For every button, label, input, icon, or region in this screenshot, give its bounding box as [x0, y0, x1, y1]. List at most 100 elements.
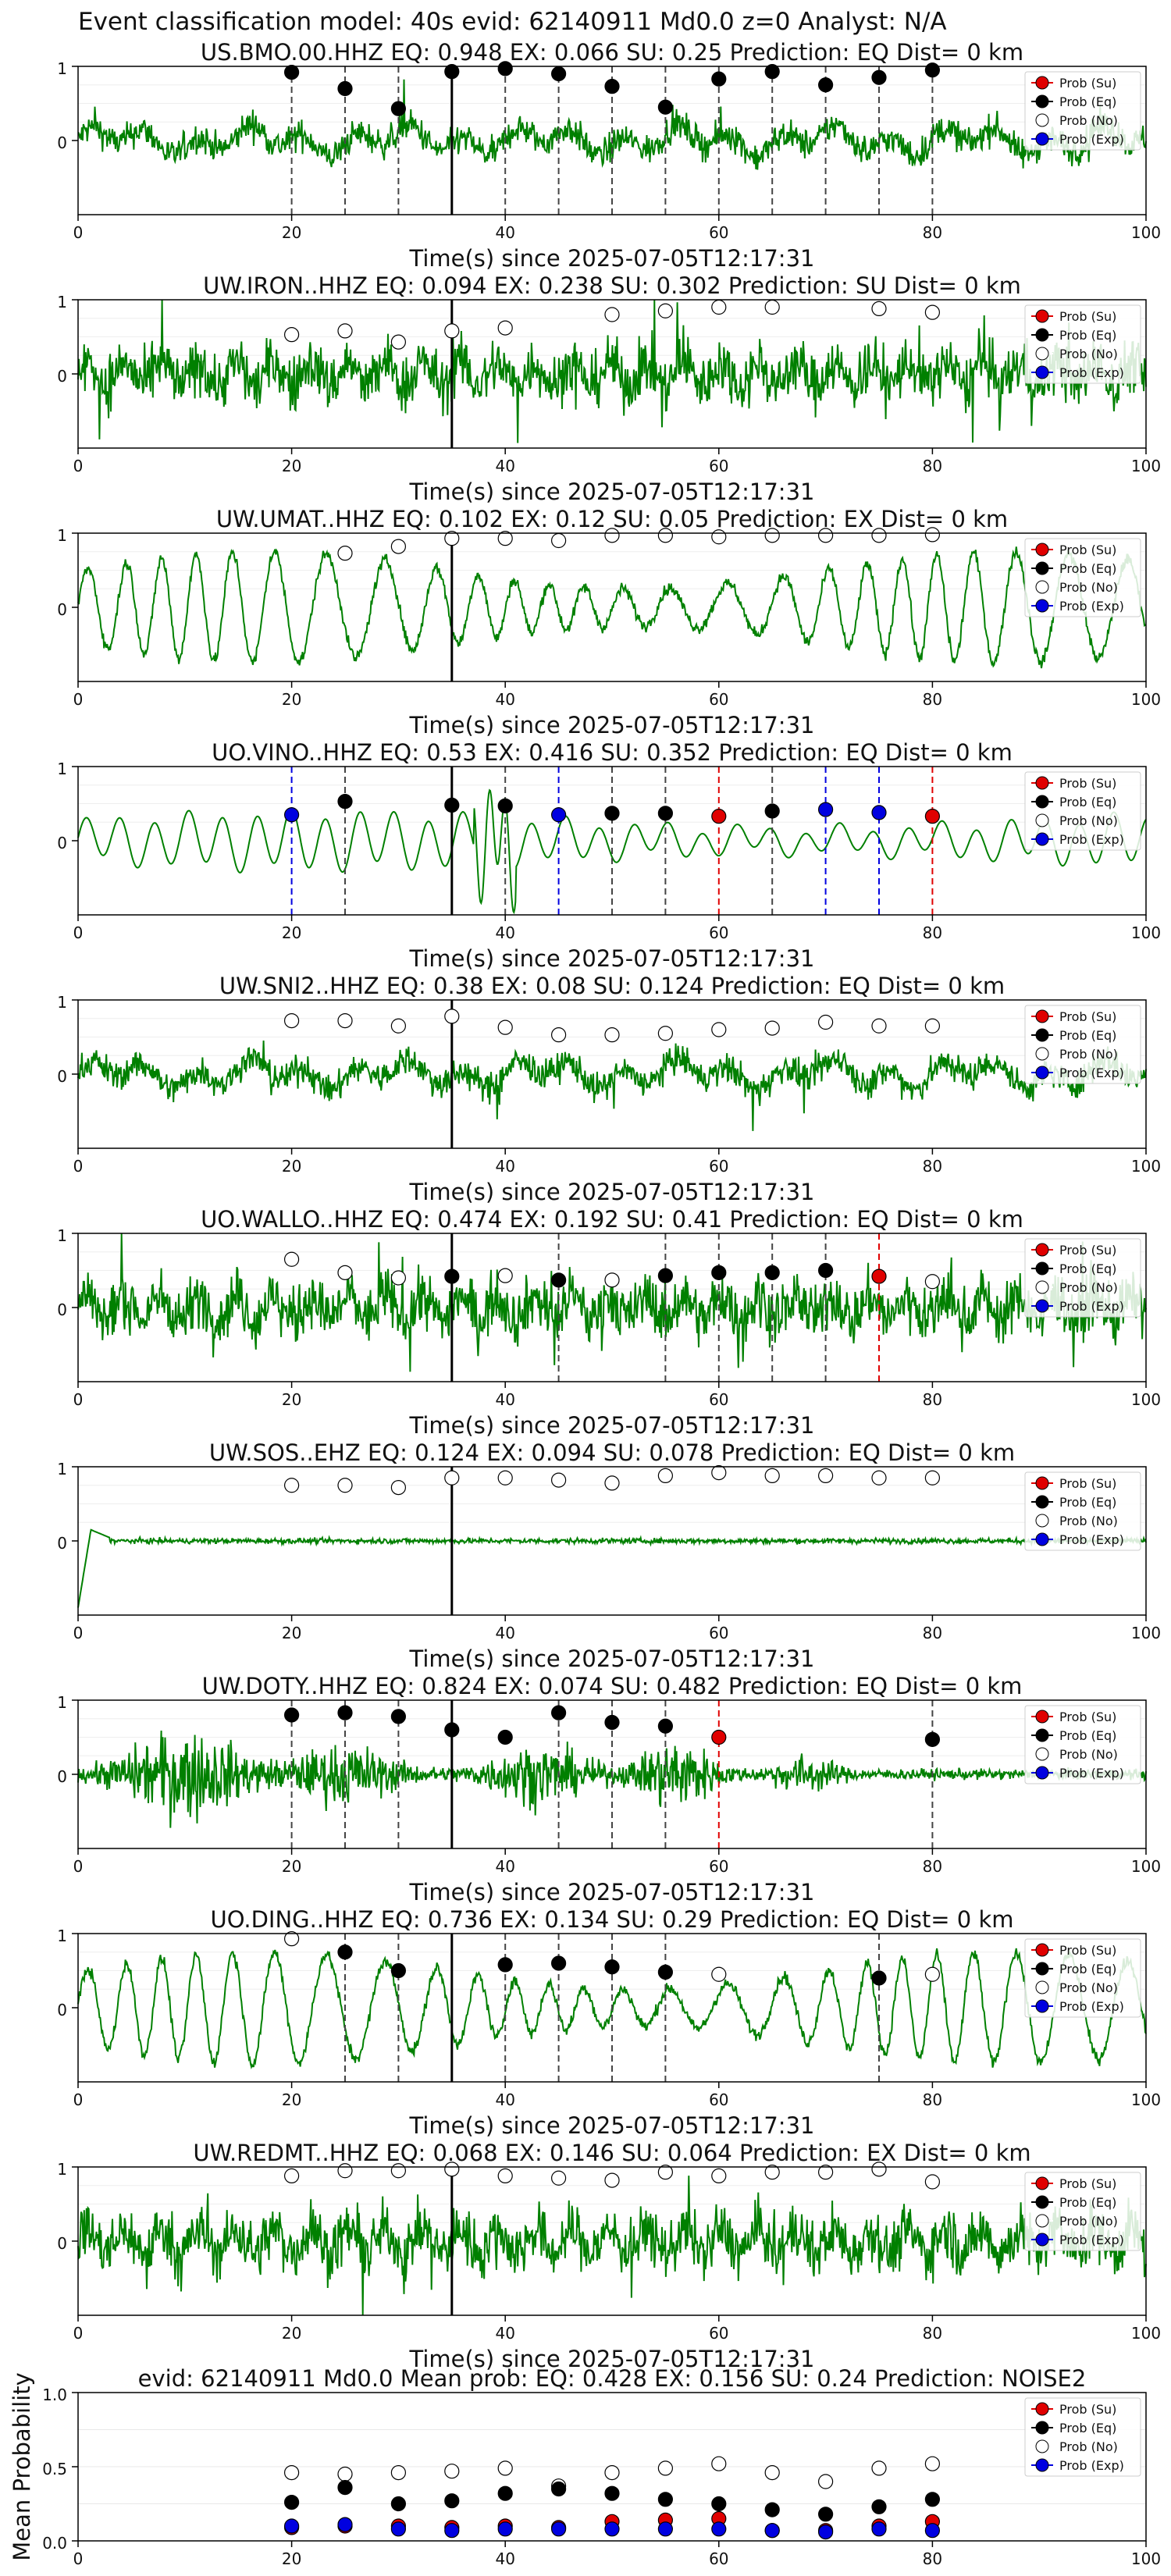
- mean-marker-no: [444, 2464, 460, 2479]
- legend-marker-su: [1035, 1243, 1049, 1257]
- legend-label-su: Prob (Su): [1059, 309, 1116, 324]
- mean-marker-eq: [390, 2496, 406, 2512]
- x-tick-label: 100: [1131, 923, 1161, 942]
- marker-no: [924, 304, 941, 320]
- marker-eq: [604, 806, 620, 821]
- legend-marker-exp: [1035, 1766, 1049, 1780]
- x-tick-label: 0: [73, 2090, 84, 2109]
- y-tick-label: 0: [57, 1300, 67, 1319]
- legend-label-su: Prob (Su): [1059, 1710, 1116, 1724]
- x-tick-label: 40: [495, 2090, 514, 2109]
- x-tick-label: 80: [923, 923, 942, 942]
- legend-marker-eq: [1035, 1028, 1049, 1042]
- legend-box: [1024, 538, 1141, 617]
- mean-marker-exp: [550, 2521, 567, 2537]
- x-tick-label: 0: [73, 1390, 84, 1409]
- x-tick-label: 0: [73, 223, 84, 242]
- marker-eq: [550, 66, 567, 82]
- legend-label-exp: Prob (Exp): [1059, 2458, 1124, 2473]
- legend-label-su: Prob (Su): [1059, 2176, 1116, 2191]
- marker-no: [657, 528, 674, 543]
- legend-label-no: Prob (No): [1059, 347, 1118, 361]
- x-tick-label: 20: [282, 457, 301, 475]
- legend-label-su: Prob (Su): [1059, 776, 1116, 791]
- marker-eq: [871, 1970, 887, 1986]
- legend-marker-exp: [1035, 2458, 1049, 2472]
- legend-marker-no: [1035, 1514, 1049, 1528]
- marker-no: [871, 528, 887, 543]
- legend-label-no: Prob (No): [1059, 1747, 1118, 1762]
- legend-label-eq: Prob (Eq): [1059, 1028, 1116, 1043]
- x-tick-label: 100: [1131, 223, 1161, 242]
- x-axis-label: Time(s) since 2025-07-05T12:17:31: [409, 2346, 815, 2372]
- x-tick-label: 60: [709, 1157, 728, 1176]
- legend-label-eq: Prob (Eq): [1059, 1261, 1116, 1276]
- marker-no: [604, 1272, 620, 1288]
- marker-eq: [390, 101, 406, 116]
- marker-eq: [444, 797, 460, 813]
- marker-no: [337, 1478, 353, 1493]
- marker-no: [764, 299, 780, 315]
- legend-label-eq: Prob (Eq): [1059, 1962, 1116, 1976]
- legend-box: [1024, 1938, 1141, 2018]
- marker-eq: [604, 1959, 620, 1975]
- y-tick-label: 0: [57, 367, 67, 386]
- marker-eq: [444, 64, 460, 80]
- mean-marker-eq: [817, 2507, 834, 2522]
- mean-marker-exp: [817, 2524, 834, 2540]
- marker-no: [871, 1018, 887, 1034]
- marker-no: [497, 1470, 513, 1485]
- x-axis-label: Time(s) since 2025-07-05T12:17:31: [409, 1646, 815, 1672]
- x-tick-label: 40: [495, 2324, 514, 2343]
- marker-eq: [337, 794, 353, 809]
- x-tick-label: 40: [495, 223, 514, 242]
- legend-label-exp: Prob (Exp): [1059, 832, 1124, 847]
- legend-marker-su: [1035, 1710, 1049, 1724]
- marker-eq: [604, 1714, 620, 1731]
- marker-eq: [284, 1707, 300, 1723]
- panel-title: UW.SNI2..HHZ EQ: 0.38 EX: 0.08 SU: 0.124…: [219, 973, 1005, 999]
- legend-marker-exp: [1035, 1066, 1049, 1080]
- panel-title: UO.DING..HHZ EQ: 0.736 EX: 0.134 SU: 0.2…: [210, 1906, 1013, 1933]
- marker-eq: [711, 1265, 727, 1280]
- legend-label-no: Prob (No): [1059, 2439, 1118, 2454]
- mean-marker-exp: [390, 2521, 406, 2537]
- x-tick-label: 100: [1131, 457, 1161, 475]
- legend-marker-eq: [1035, 795, 1049, 809]
- legend-marker-su: [1035, 1476, 1049, 1490]
- marker-no: [550, 1027, 567, 1043]
- y-tick-label: 1: [57, 1226, 67, 1245]
- legend-marker-su: [1035, 543, 1049, 557]
- marker-no: [390, 334, 406, 350]
- legend-label-exp: Prob (Exp): [1059, 1066, 1124, 1080]
- waveform-line: [77, 1233, 1147, 1372]
- legend-label-eq: Prob (Eq): [1059, 2421, 1116, 2435]
- legend-label-su: Prob (Su): [1059, 1243, 1116, 1258]
- legend-label-eq: Prob (Eq): [1059, 1495, 1116, 1510]
- legend-box: [1024, 2172, 1141, 2251]
- x-tick-label: 20: [282, 1157, 301, 1176]
- y-tick-label: 0: [57, 2001, 67, 2019]
- marker-eq: [657, 99, 674, 115]
- x-tick-label: 40: [495, 2549, 514, 2568]
- station-panel: UO.WALLO..HHZ EQ: 0.474 EX: 0.192 SU: 0.…: [57, 1206, 1161, 1439]
- marker-no: [390, 1018, 406, 1034]
- x-tick-label: 80: [923, 2549, 942, 2568]
- marker-no: [337, 323, 353, 339]
- marker-no: [444, 531, 460, 546]
- mean-marker-exp: [337, 2517, 353, 2532]
- waveform-line: [77, 299, 1147, 443]
- x-tick-label: 0: [73, 2549, 84, 2568]
- marker-no: [337, 546, 353, 561]
- legend-marker-su: [1035, 2176, 1049, 2190]
- panel-title: UO.WALLO..HHZ EQ: 0.474 EX: 0.192 SU: 0.…: [201, 1206, 1023, 1233]
- mean-marker-no: [657, 2460, 674, 2476]
- y-tick-label: 1: [57, 1927, 67, 1945]
- marker-no: [497, 531, 513, 546]
- marker-no: [711, 2168, 727, 2183]
- legend-marker-exp: [1035, 1532, 1049, 1546]
- x-tick-label: 40: [495, 1857, 514, 1876]
- x-tick-label: 100: [1131, 1857, 1161, 1876]
- marker-eq: [497, 1729, 513, 1745]
